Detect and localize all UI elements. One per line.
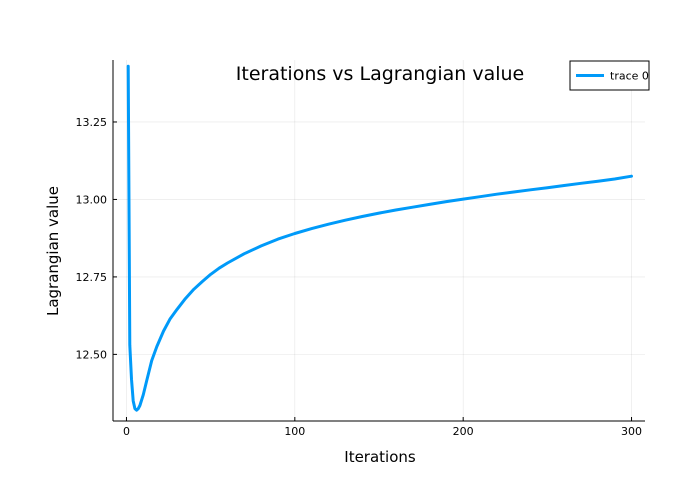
y-tick-label: 13.00 (76, 193, 108, 206)
x-tick-label: 200 (453, 425, 474, 438)
x-tick-label: 300 (621, 425, 642, 438)
y-tick-label: 12.50 (76, 348, 108, 361)
grid (113, 60, 645, 421)
legend-box (569, 60, 650, 91)
y-tick-label: 13.25 (76, 116, 108, 129)
x-tick-label: 100 (284, 425, 305, 438)
x-axis-title: Iterations (344, 448, 416, 466)
y-tick-label: 12.75 (76, 271, 108, 284)
x-tick-label: 0 (123, 425, 130, 438)
series-layer (126, 64, 633, 412)
series-line-0 (126, 64, 633, 412)
legend-label-trace-0: trace 0 (610, 70, 649, 83)
y-axis-title: Lagrangian value (44, 186, 62, 316)
x-axis-ticks: 0 100 200 300 (123, 417, 642, 438)
y-axis-ticks: 12.50 12.75 13.00 13.25 (76, 116, 117, 361)
legend: trace 0 (569, 60, 650, 91)
chart-title: Iterations vs Lagrangian value (236, 63, 524, 85)
